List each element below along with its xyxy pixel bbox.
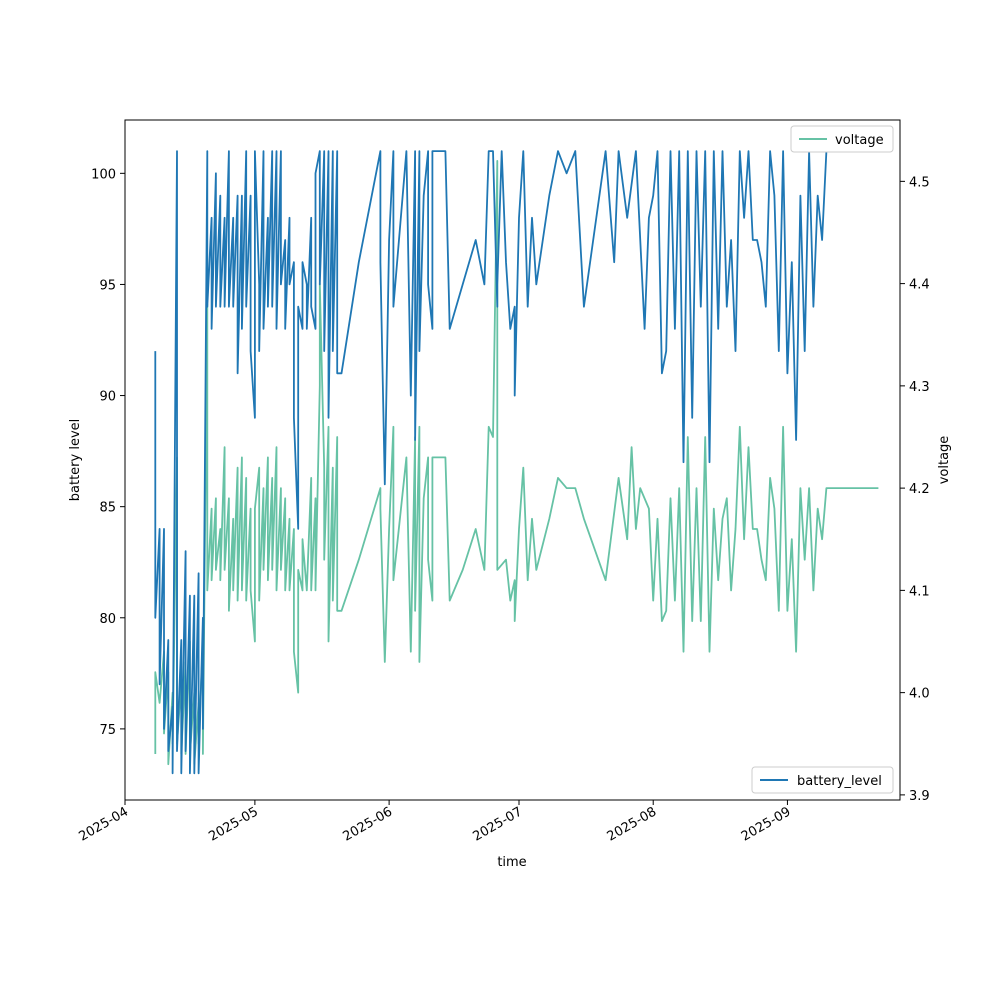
y-axis-left: 75 80 85 90 95 100 (91, 167, 125, 738)
y-right-tick-label: 4.5 (909, 175, 930, 190)
legend-battery-level-box (751, 766, 894, 794)
y-axis-right-label: voltage (937, 436, 952, 485)
legend-voltage-box (790, 125, 894, 153)
y-left-tick-label: 90 (99, 390, 116, 405)
y-left-tick-label: 100 (91, 167, 116, 182)
plot-frame (124, 119, 901, 801)
legend-battery-level: battery_level (751, 766, 894, 794)
legend-battery-level-label: battery_level (797, 774, 882, 789)
legend-voltage: voltage (790, 125, 894, 153)
y-left-tick-label: 95 (99, 278, 116, 293)
y-axis-left-label: battery level (68, 419, 83, 502)
y-right-tick-label: 4.3 (909, 380, 930, 395)
y-axis-right: 3.9 4.0 4.1 4.2 4.3 4.4 4.5 (900, 175, 930, 804)
series-line-voltage (154, 160, 879, 766)
y-right-tick-label: 3.9 (909, 789, 930, 804)
legend-voltage-label: voltage (835, 133, 884, 148)
series-line-battery-level (154, 150, 870, 775)
y-right-tick-label: 4.4 (909, 278, 930, 293)
series-layer (154, 150, 879, 775)
y-left-tick-label: 85 (99, 501, 116, 516)
y-right-tick-label: 4.1 (909, 584, 930, 599)
y-right-tick-label: 4.2 (909, 482, 930, 497)
y-left-tick-label: 80 (99, 612, 116, 627)
y-right-tick-label: 4.0 (909, 687, 930, 702)
x-axis-label: time (497, 855, 526, 870)
y-left-tick-label: 75 (99, 723, 116, 738)
